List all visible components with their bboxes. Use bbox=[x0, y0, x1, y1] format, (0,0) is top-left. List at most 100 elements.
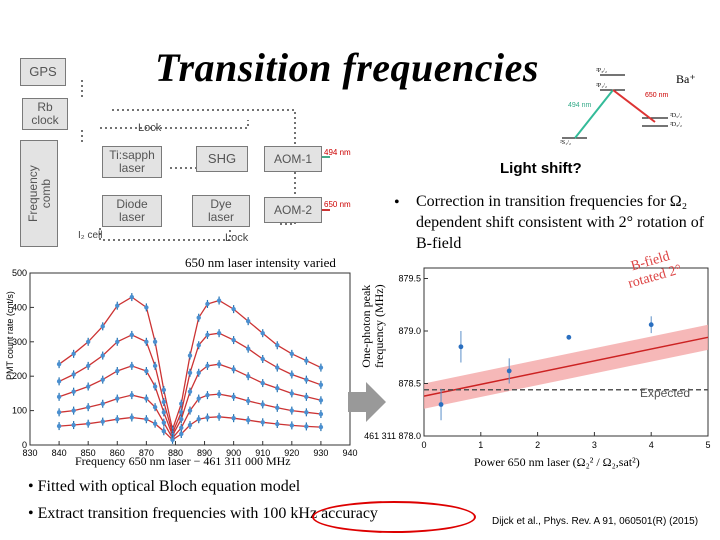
bullet-2-text: Extract transition frequencies with 100 … bbox=[37, 505, 378, 522]
data-point bbox=[179, 410, 184, 415]
page-title: Transition frequencies bbox=[155, 45, 539, 90]
data-point bbox=[144, 368, 149, 374]
fit-line bbox=[423, 336, 709, 397]
lock-top-label: Lock bbox=[138, 122, 162, 134]
y-tick-label: 461 311 878.0 bbox=[364, 431, 421, 441]
diode-label: Diode laser bbox=[116, 197, 148, 224]
data-point bbox=[216, 331, 222, 336]
bullet-2: • Extract transition frequencies with 10… bbox=[28, 505, 378, 522]
x-tick-label: 840 bbox=[52, 448, 67, 458]
data-point bbox=[71, 389, 76, 394]
x-tick-label: 0 bbox=[421, 440, 426, 450]
data-point bbox=[187, 389, 193, 394]
fit-curve bbox=[59, 393, 321, 440]
data-point bbox=[129, 294, 135, 300]
data-point bbox=[187, 370, 193, 375]
x-tick-label: 850 bbox=[81, 448, 96, 458]
level-650nm: 650 nm bbox=[645, 92, 669, 99]
diode-box: Diode laser bbox=[102, 195, 162, 227]
data-point bbox=[85, 363, 91, 369]
data-point bbox=[100, 324, 105, 329]
level-d52: ²D₅/₂ bbox=[670, 113, 682, 119]
data-point bbox=[245, 346, 251, 351]
data-point bbox=[115, 339, 120, 344]
data-point bbox=[196, 343, 201, 348]
x-tick-label: 890 bbox=[197, 448, 212, 458]
data-point bbox=[260, 356, 265, 362]
right-plot-ylabel: One-photon peak frequency (MHz) bbox=[359, 284, 387, 368]
data-point bbox=[506, 368, 512, 374]
data-point bbox=[129, 392, 135, 398]
x-tick-label: 870 bbox=[139, 448, 154, 458]
data-point bbox=[187, 408, 193, 413]
data-point bbox=[161, 399, 167, 405]
data-point bbox=[231, 394, 236, 400]
aom2-label: AOM-2 bbox=[273, 202, 312, 217]
x-tick-label: 4 bbox=[649, 440, 654, 450]
x-tick-label: 2 bbox=[535, 440, 540, 450]
level-p12: ²P₁/₂ bbox=[596, 83, 607, 89]
shg-label: SHG bbox=[207, 151, 237, 167]
data-point bbox=[245, 318, 251, 324]
data-point bbox=[205, 332, 210, 338]
x-tick-label: 930 bbox=[313, 448, 328, 458]
data-point bbox=[196, 396, 201, 401]
left-plot-ylabel: PMT count rate (cnt/s) bbox=[5, 291, 15, 380]
data-point bbox=[187, 422, 193, 428]
data-point bbox=[85, 404, 91, 410]
x-tick-label: 3 bbox=[592, 440, 597, 450]
left-plot-caption: 650 nm laser intensity varied bbox=[185, 255, 336, 270]
data-point bbox=[245, 398, 251, 404]
data-point bbox=[216, 298, 222, 303]
data-point bbox=[152, 384, 158, 389]
gps-box: GPS bbox=[20, 58, 66, 86]
data-point bbox=[260, 402, 265, 407]
data-point bbox=[144, 339, 149, 344]
data-point bbox=[196, 315, 201, 320]
level-d32: ²D₃/₂ bbox=[670, 122, 682, 128]
data-point bbox=[205, 363, 210, 369]
fit-curve bbox=[58, 332, 322, 435]
bullet-1-text: Fitted with optical Bloch equation model bbox=[37, 478, 301, 495]
data-point bbox=[205, 301, 210, 307]
data-point bbox=[289, 351, 295, 357]
data-point bbox=[648, 322, 654, 328]
data-point bbox=[152, 363, 158, 369]
peak-frequency-plot: 0 1 2 3 4 5 461 311 878.0 878.5 879.0 879.5 bbox=[364, 267, 711, 450]
data-point bbox=[304, 424, 309, 429]
data-point bbox=[85, 384, 91, 389]
data-point bbox=[71, 351, 76, 357]
left-plot-xlabel: Frequency 650 nm laser − 461 311 000 MHz bbox=[75, 454, 291, 468]
data-point bbox=[100, 419, 105, 424]
data-point bbox=[85, 421, 91, 426]
data-point bbox=[245, 418, 251, 423]
light-shift-text: Correction in transition frequencies for… bbox=[416, 193, 705, 252]
data-point bbox=[179, 431, 184, 437]
data-point bbox=[318, 365, 324, 370]
bullet-1: • Fitted with optical Bloch equation mod… bbox=[28, 478, 301, 495]
fit-curve bbox=[58, 296, 322, 432]
data-point bbox=[304, 358, 309, 363]
data-point bbox=[71, 422, 76, 428]
data-point bbox=[566, 334, 572, 340]
data-point bbox=[100, 353, 105, 358]
x-tick-label: 900 bbox=[226, 448, 241, 458]
data-point bbox=[216, 414, 222, 419]
data-point bbox=[161, 429, 167, 434]
shg-box: SHG bbox=[196, 146, 248, 172]
data-point bbox=[260, 380, 265, 386]
x-tick-label: 920 bbox=[284, 448, 299, 458]
data-point bbox=[129, 363, 135, 369]
transition-494-line bbox=[574, 89, 614, 139]
data-point bbox=[56, 423, 62, 429]
data-point bbox=[231, 337, 236, 343]
frequency-comb-label: Frequency comb bbox=[25, 165, 53, 222]
data-point bbox=[318, 424, 324, 430]
data-point bbox=[275, 421, 280, 427]
data-point bbox=[71, 408, 76, 413]
data-point bbox=[179, 417, 184, 422]
right-arrow-icon bbox=[348, 382, 386, 422]
expected-label: Expected bbox=[640, 386, 691, 400]
level-494nm: 494 nm bbox=[568, 102, 592, 109]
y-tick-label: 878.5 bbox=[398, 379, 421, 389]
